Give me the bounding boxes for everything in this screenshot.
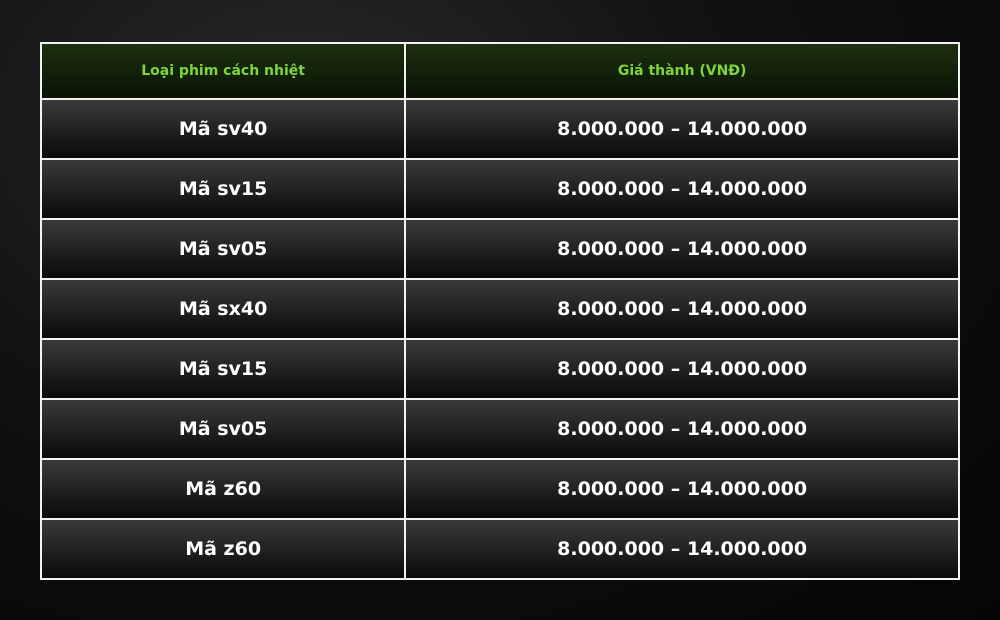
table-row: Mã sv15 8.000.000 – 14.000.000 <box>39 158 960 220</box>
film-type-cell: Mã sv15 <box>39 158 407 220</box>
price-cell: 8.000.000 – 14.000.000 <box>404 458 960 520</box>
film-type-cell: Mã sv15 <box>39 338 407 400</box>
price-cell: 8.000.000 – 14.000.000 <box>404 98 960 160</box>
table-row: Mã sv05 8.000.000 – 14.000.000 <box>39 218 960 280</box>
film-type-cell: Mã z60 <box>39 518 407 580</box>
table-row: Mã z60 8.000.000 – 14.000.000 <box>39 458 960 520</box>
price-cell: 8.000.000 – 14.000.000 <box>404 278 960 340</box>
price-cell: 8.000.000 – 14.000.000 <box>404 158 960 220</box>
header-row: Loại phim cách nhiệt Giá thành (VNĐ) <box>39 42 960 100</box>
price-cell: 8.000.000 – 14.000.000 <box>404 518 960 580</box>
table-row: Mã sv05 8.000.000 – 14.000.000 <box>39 398 960 460</box>
price-cell: 8.000.000 – 14.000.000 <box>404 338 960 400</box>
table-row: Mã z60 8.000.000 – 14.000.000 <box>39 518 960 580</box>
price-cell: 8.000.000 – 14.000.000 <box>404 398 960 460</box>
table-row: Mã sv15 8.000.000 – 14.000.000 <box>39 338 960 400</box>
price-table: Loại phim cách nhiệt Giá thành (VNĐ) Mã … <box>39 42 960 580</box>
film-type-cell: Mã sv40 <box>39 98 407 160</box>
price-cell: 8.000.000 – 14.000.000 <box>404 218 960 280</box>
film-type-cell: Mã sv05 <box>39 398 407 460</box>
header-film-type: Loại phim cách nhiệt <box>39 42 407 100</box>
table-row: Mã sv40 8.000.000 – 14.000.000 <box>39 98 960 160</box>
header-price: Giá thành (VNĐ) <box>404 42 960 100</box>
film-type-cell: Mã z60 <box>39 458 407 520</box>
table-row: Mã sx40 8.000.000 – 14.000.000 <box>39 278 960 340</box>
film-type-cell: Mã sx40 <box>39 278 407 340</box>
film-type-cell: Mã sv05 <box>39 218 407 280</box>
